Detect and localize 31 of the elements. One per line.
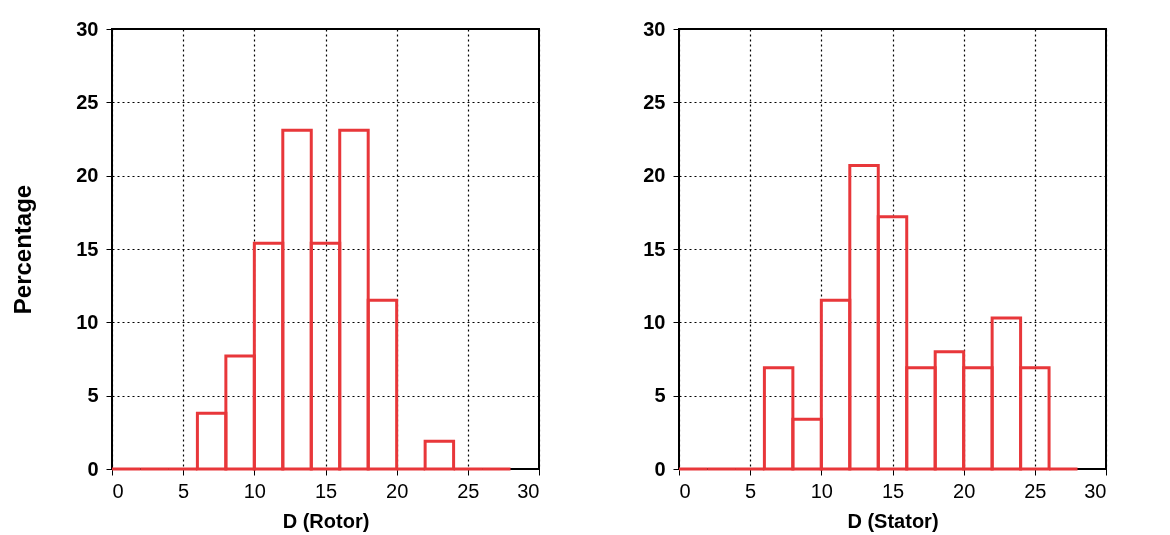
y-tick-label: 5 — [87, 384, 99, 407]
x-tick-label: 10 — [810, 479, 833, 502]
x-tick-label: 0 — [112, 479, 124, 502]
y-tick-label: 15 — [76, 237, 99, 260]
x-tick-label: 25 — [457, 479, 480, 502]
y-tick-label: 20 — [643, 164, 666, 187]
x-tick-label: 25 — [1024, 479, 1047, 502]
y-tick-label: 30 — [643, 17, 666, 40]
y-tick-label: 5 — [654, 384, 666, 407]
y-tick-label: 0 — [654, 457, 666, 480]
x-tick-label: 10 — [243, 479, 266, 502]
y-tick-label: 0 — [87, 457, 99, 480]
x-tick-label: 5 — [745, 479, 757, 502]
x-tick-label: 20 — [386, 479, 409, 502]
y-tick-label: 25 — [76, 90, 99, 113]
x-axis-title: D (Stator) — [847, 509, 939, 532]
y-tick-label: 30 — [76, 17, 99, 40]
y-tick-label: 25 — [643, 90, 666, 113]
y-tick-label: 20 — [76, 164, 99, 187]
y-tick-label: 10 — [76, 310, 99, 333]
x-tick-label: 5 — [178, 479, 190, 502]
x-tick-label: 15 — [314, 479, 338, 502]
y-axis-title: Percentage — [9, 184, 37, 315]
x-tick-label: 15 — [881, 479, 905, 502]
x-tick-label: 30 — [517, 479, 540, 502]
x-axis-title: D (Rotor) — [282, 509, 370, 532]
x-tick-label: 20 — [953, 479, 976, 502]
x-tick-label: 0 — [679, 479, 691, 502]
x-tick-label: 30 — [1084, 479, 1107, 502]
y-tick-label: 10 — [643, 310, 666, 333]
y-tick-label: 15 — [643, 237, 666, 260]
